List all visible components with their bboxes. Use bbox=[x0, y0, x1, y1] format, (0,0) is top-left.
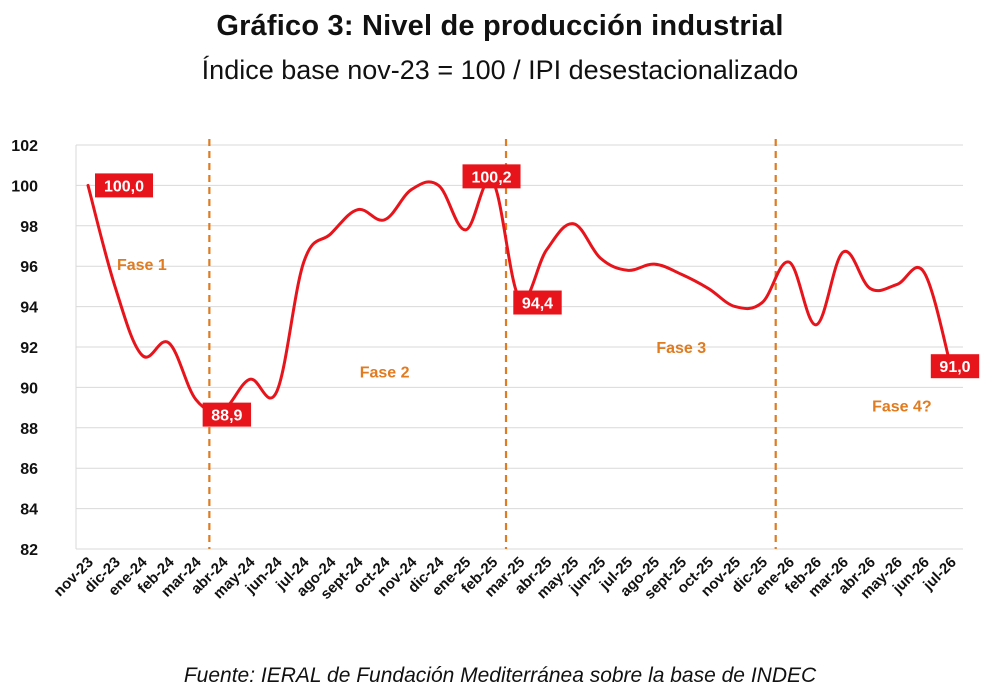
y-tick-label: 102 bbox=[11, 138, 38, 155]
phase-label: Fase 1 bbox=[117, 257, 167, 274]
chart-source: Fuente: IERAL de Fundación Mediterránea … bbox=[183, 664, 817, 687]
y-tick-label: 100 bbox=[11, 178, 38, 195]
data-point bbox=[734, 305, 737, 308]
data-point bbox=[113, 285, 116, 288]
phase-label: Fase 4? bbox=[872, 399, 932, 416]
value-callout-box bbox=[462, 164, 521, 189]
chart-subtitle: Índice base nov-23 = 100 / IPI desestaci… bbox=[201, 55, 799, 85]
value-callout-label: 100,0 bbox=[104, 178, 144, 195]
y-tick-label: 94 bbox=[20, 300, 38, 317]
data-point bbox=[383, 218, 386, 221]
value-callout-label: 88,9 bbox=[211, 408, 242, 425]
data-point bbox=[626, 269, 629, 272]
value-callout-label: 91,0 bbox=[939, 359, 970, 376]
y-tick-label: 88 bbox=[20, 421, 38, 438]
data-point bbox=[545, 249, 548, 252]
data-point bbox=[275, 390, 278, 393]
value-callout-box bbox=[202, 402, 252, 427]
data-point bbox=[140, 354, 143, 357]
data-point bbox=[842, 251, 845, 254]
chart-title: Gráfico 3: Nivel de producción industria… bbox=[216, 10, 784, 42]
data-point bbox=[599, 257, 602, 260]
data-point bbox=[707, 287, 710, 290]
data-point bbox=[923, 271, 926, 274]
data-point bbox=[356, 208, 359, 211]
data-point bbox=[653, 263, 656, 266]
data-point bbox=[167, 341, 170, 344]
line-chart: 828486889092949698100102nov-23dic-23ene-… bbox=[11, 138, 980, 603]
data-point bbox=[788, 261, 791, 264]
phase-label: Fase 2 bbox=[360, 364, 410, 381]
data-point bbox=[329, 232, 332, 235]
y-tick-label: 98 bbox=[20, 219, 38, 236]
data-point bbox=[896, 283, 899, 286]
y-tick-label: 96 bbox=[20, 259, 38, 276]
data-point bbox=[869, 287, 872, 290]
data-point bbox=[815, 323, 818, 326]
value-callout-box bbox=[930, 354, 980, 379]
value-callout-label: 94,4 bbox=[522, 296, 553, 313]
data-point bbox=[248, 378, 251, 381]
y-tick-label: 84 bbox=[20, 502, 38, 519]
data-point bbox=[194, 398, 197, 401]
data-point bbox=[572, 222, 575, 225]
data-point bbox=[87, 184, 90, 187]
data-point bbox=[464, 228, 467, 231]
phase-label: Fase 3 bbox=[656, 340, 706, 357]
data-point bbox=[410, 188, 413, 191]
data-point bbox=[302, 261, 305, 264]
value-callout-label: 100,2 bbox=[472, 169, 512, 186]
value-callout-box bbox=[513, 290, 562, 315]
y-tick-label: 86 bbox=[20, 461, 38, 478]
data-point bbox=[761, 301, 764, 304]
y-tick-label: 92 bbox=[20, 340, 38, 357]
value-callout-box bbox=[95, 173, 153, 198]
data-point bbox=[437, 184, 440, 187]
y-tick-label: 82 bbox=[20, 542, 38, 559]
data-point bbox=[680, 273, 683, 276]
y-tick-label: 90 bbox=[20, 380, 38, 397]
